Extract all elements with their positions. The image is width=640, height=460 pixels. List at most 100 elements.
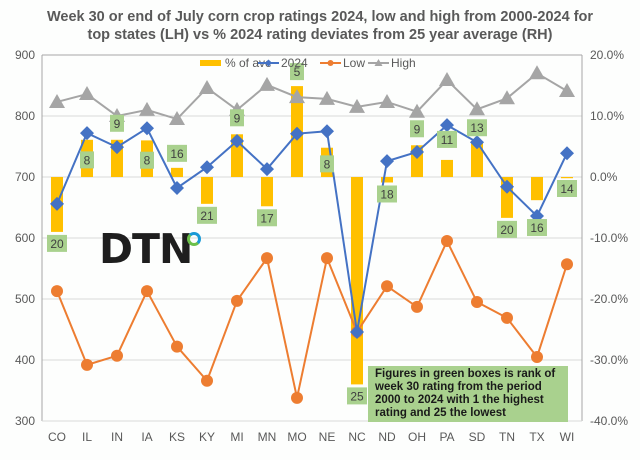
marker-high-triangle	[139, 101, 155, 116]
marker-2024-diamond	[110, 140, 124, 155]
left-axis-tick-label: 500	[15, 292, 35, 306]
rank-label-box	[410, 120, 424, 138]
marker-low-circle	[441, 235, 453, 248]
left-axis-tick-label: 800	[15, 109, 35, 123]
marker-high-triangle	[289, 89, 305, 104]
legend-swatch-pct-of-ave	[200, 60, 221, 66]
marker-high-triangle	[529, 65, 545, 80]
marker-high-triangle	[439, 72, 455, 87]
rank-label-text: 16	[170, 147, 184, 161]
dtn-logo-text: DTN	[99, 225, 193, 273]
marker-2024-diamond	[170, 180, 184, 195]
x-axis-category-label: NE	[319, 430, 336, 444]
marker-2024-diamond	[470, 135, 484, 150]
marker-high-triangle	[409, 103, 425, 118]
marker-low-circle	[141, 285, 153, 298]
marker-low-circle	[261, 252, 273, 265]
rank-label-box	[527, 219, 547, 237]
bar-pct-of-ave	[471, 142, 483, 177]
marker-high-triangle	[559, 82, 575, 97]
rank-label-text: 20	[50, 237, 64, 251]
rank-label-text: 20	[500, 223, 514, 237]
left-axis-tick-label: 900	[15, 48, 35, 62]
marker-high-triangle	[379, 93, 395, 108]
x-axis-category-label: OH	[408, 430, 426, 444]
bar-pct-of-ave	[561, 177, 573, 179]
x-axis-category-label: WI	[560, 430, 575, 444]
bar-pct-of-ave	[261, 177, 273, 207]
rank-label-text: 8	[324, 157, 331, 171]
marker-2024-diamond	[290, 126, 304, 141]
rank-label-text: 25	[350, 389, 364, 403]
marker-2024-diamond	[320, 124, 334, 139]
right-axis-tick-label: 20.0%	[590, 48, 624, 62]
bar-pct-of-ave	[201, 177, 213, 204]
right-axis-tick-label: 0.0%	[590, 170, 618, 184]
rank-label-text: 5	[294, 65, 301, 79]
axes: 300 400 500 600 700 800 900 -40.0% -30.0% -20.0% -…	[15, 48, 628, 444]
marker-low-circle	[231, 294, 243, 307]
marker-2024-diamond	[500, 179, 514, 194]
right-axis-tick-label: -20.0%	[590, 292, 628, 306]
rank-label-text: 11	[441, 133, 454, 147]
marker-2024-diamond	[260, 162, 274, 177]
rank-label-box	[230, 109, 244, 127]
marker-2024-diamond	[410, 144, 424, 159]
x-axis-category-label: IN	[111, 430, 123, 444]
rank-label-text: 9	[414, 122, 421, 136]
rank-label-box	[47, 234, 67, 252]
marker-2024-diamond	[440, 118, 454, 133]
marker-low-circle	[531, 350, 543, 363]
rank-label-box	[347, 387, 367, 405]
bar-pct-of-ave	[441, 159, 453, 177]
line-series	[49, 65, 575, 404]
rank-label-box	[257, 209, 277, 227]
marker-low-circle	[471, 296, 483, 309]
rank-label-text: 13	[470, 121, 484, 135]
x-axis-category-label: SD	[469, 430, 486, 444]
marker-2024-diamond	[380, 154, 394, 169]
rank-label-text: 21	[200, 209, 214, 223]
x-axis-category-label: MO	[287, 430, 306, 444]
dtn-logo-ring-icon	[187, 232, 201, 246]
rank-label-box	[557, 180, 577, 197]
rank-label-box	[320, 155, 334, 173]
marker-high-triangle	[469, 101, 485, 116]
rank-label-text: 16	[530, 221, 544, 235]
rank-label-box	[437, 130, 457, 148]
rank-label-box	[140, 151, 154, 169]
marker-high-triangle	[499, 90, 515, 105]
marker-high-triangle	[199, 79, 215, 94]
marker-low-circle	[291, 391, 303, 404]
x-axis-category-label: NC	[348, 430, 366, 444]
marker-low-circle	[561, 258, 573, 271]
marker-2024-diamond	[140, 121, 154, 136]
x-axis-category-label: ND	[378, 430, 396, 444]
x-axis-category-label: KS	[169, 430, 185, 444]
rank-label-box	[110, 114, 124, 132]
legend: % of ave 2024 Low High	[200, 56, 416, 70]
marker-2024-diamond	[560, 146, 574, 161]
rank-label-text: 18	[380, 187, 394, 201]
marker-low-circle	[411, 300, 423, 313]
dtn-logo: DTN	[99, 225, 209, 275]
rank-label-box	[197, 206, 217, 224]
chart-title-line-2: top states (LH) vs % 2024 rating deviate…	[87, 27, 553, 43]
marker-2024-diamond	[50, 196, 64, 211]
marker-high-triangle	[319, 90, 335, 105]
legend-marker-triangle	[374, 59, 383, 66]
marker-high-triangle	[349, 98, 365, 113]
right-axis-tick-label: -30.0%	[590, 353, 628, 367]
rank-label-text: 9	[114, 117, 121, 131]
marker-high-triangle	[79, 86, 95, 101]
bar-pct-of-ave	[381, 177, 393, 183]
rank-label-text: 14	[560, 182, 574, 196]
right-axis-tick-label: -40.0%	[590, 414, 628, 428]
marker-2024-diamond	[200, 160, 214, 175]
x-axis-category-label: IL	[82, 430, 92, 444]
rank-label-box	[290, 63, 304, 81]
marker-2024-diamond	[230, 134, 244, 149]
marker-low-circle	[321, 252, 333, 265]
x-axis-category-label: KY	[199, 430, 215, 444]
